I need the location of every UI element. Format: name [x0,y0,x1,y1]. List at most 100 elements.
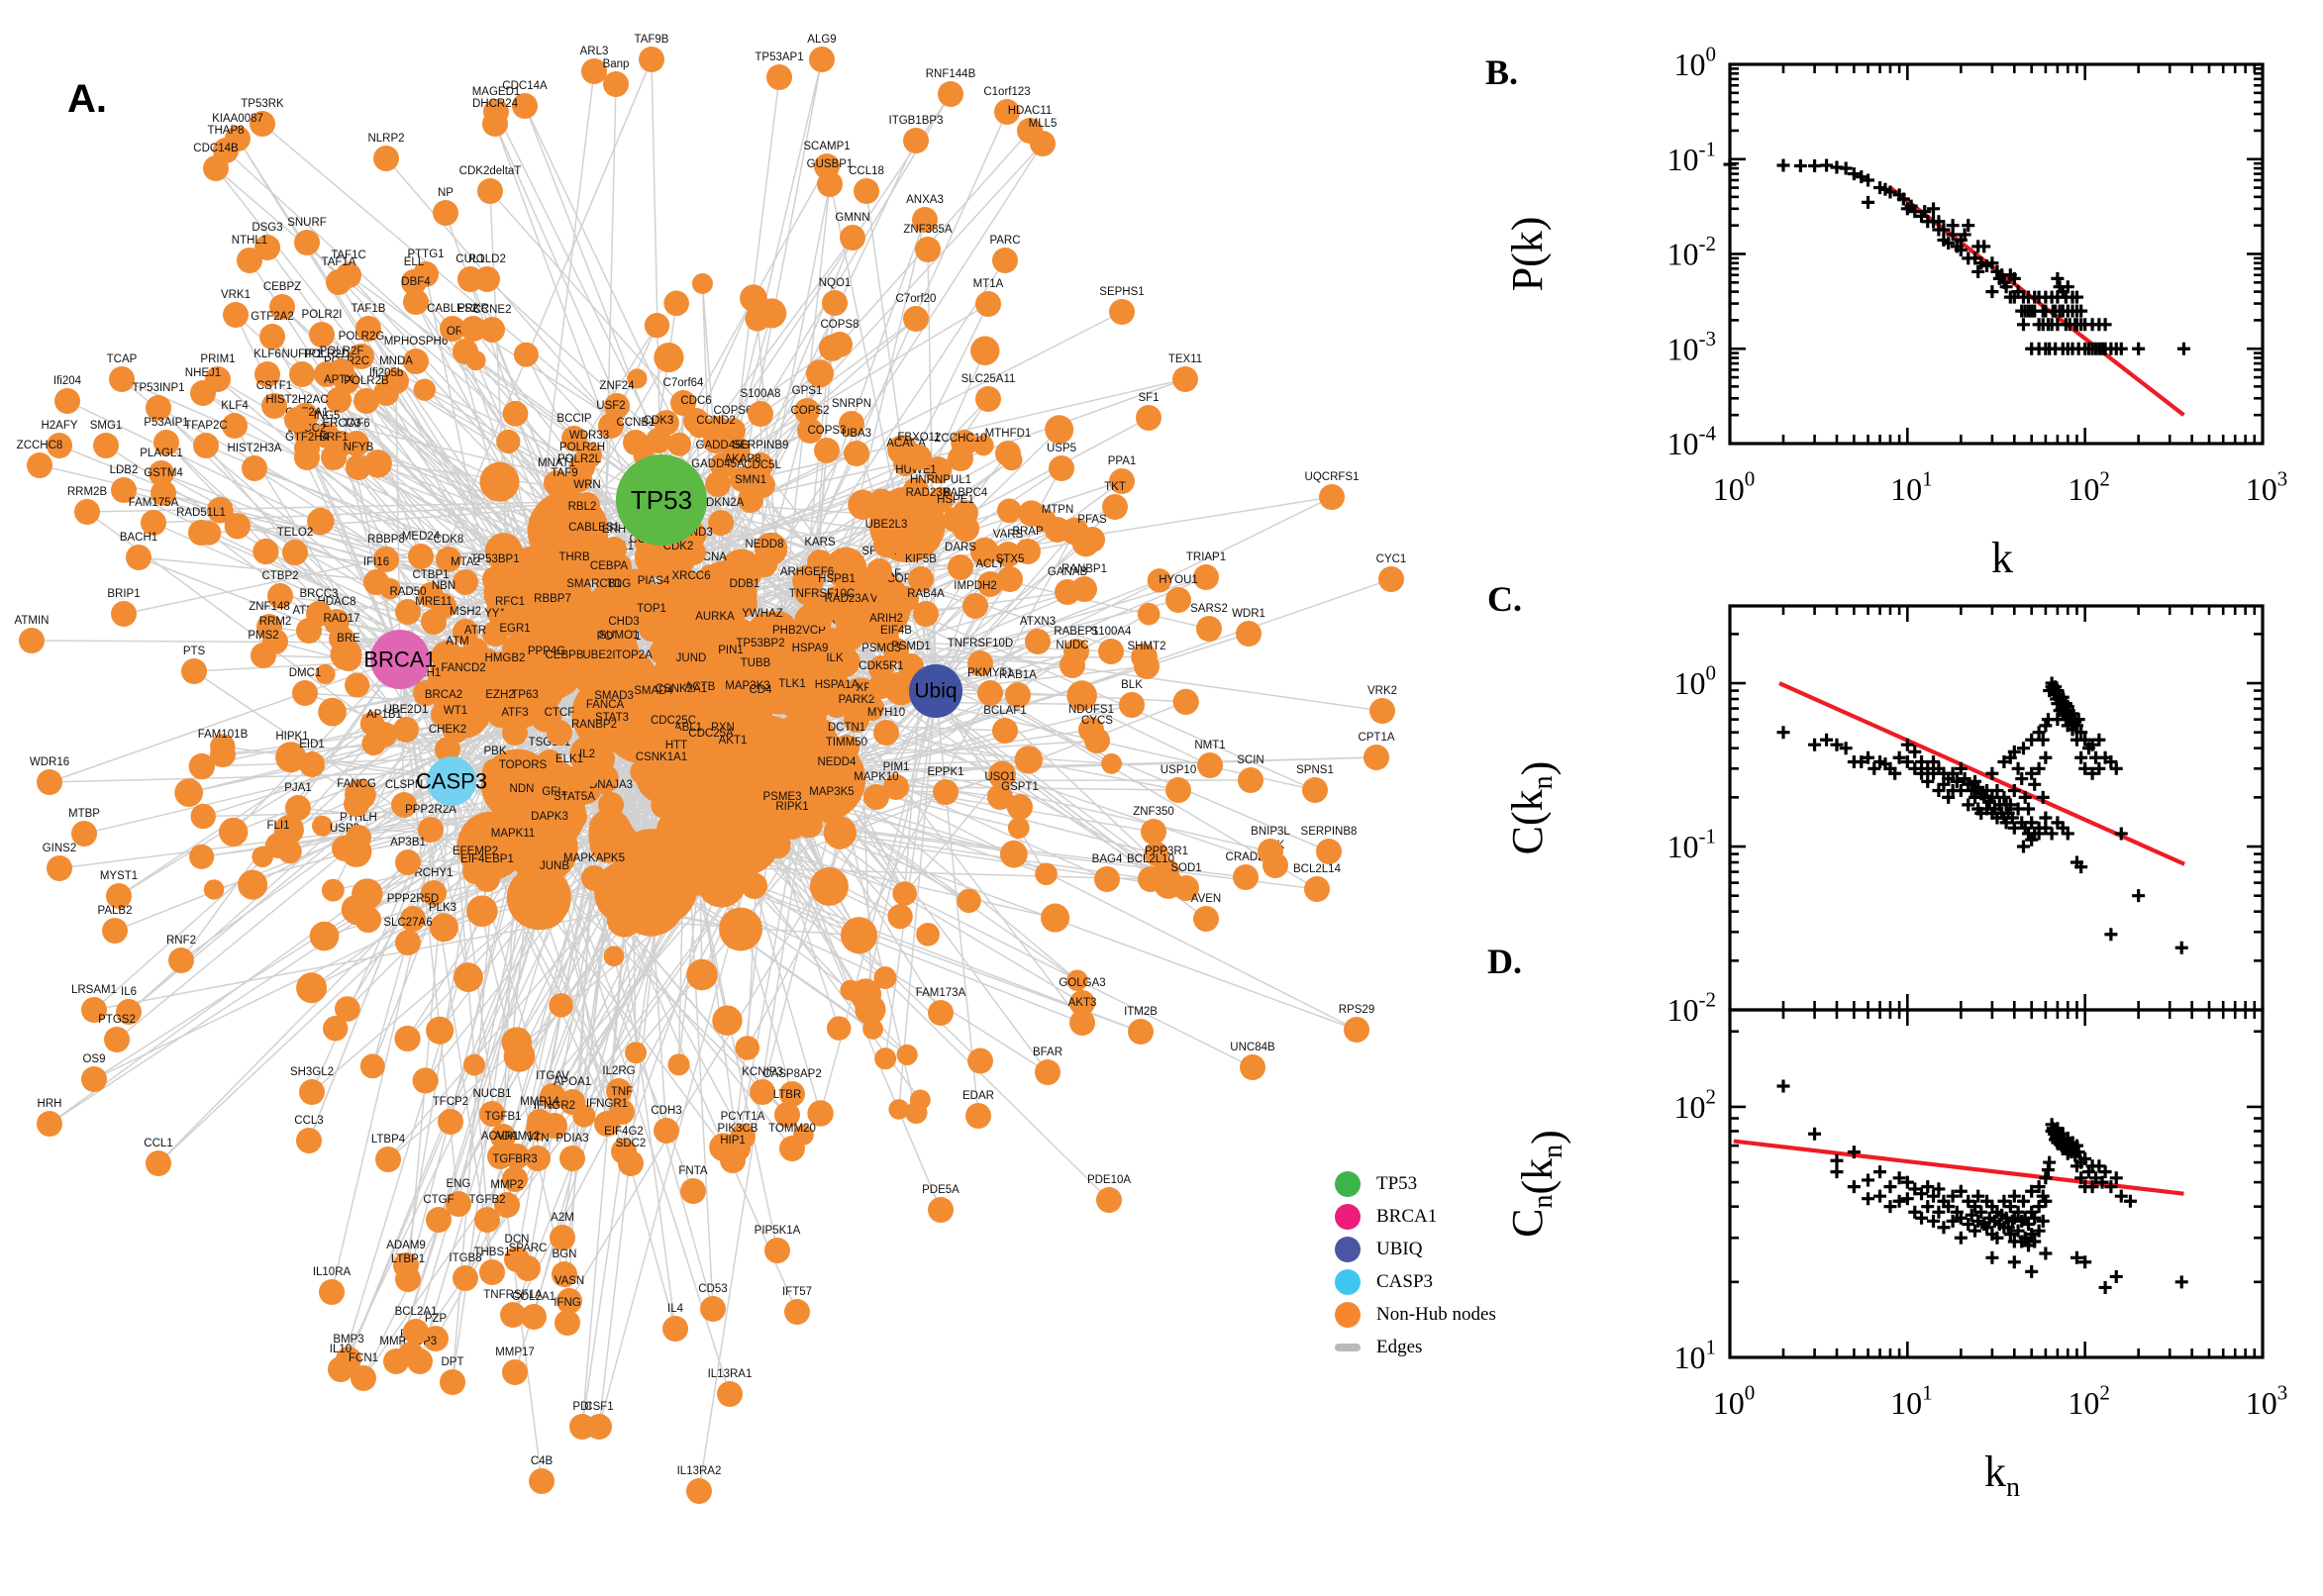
non-hub-node [401,269,427,295]
node-label: HSPB1 [818,573,856,585]
non-hub-node [1101,752,1122,774]
node-label: DMC1 [289,667,322,679]
node-label: BRAP [1012,526,1044,538]
node-label: RABEP1 [1054,626,1098,638]
non-hub-node [1136,405,1162,431]
node-label: TAF1C [331,249,366,261]
node-label: DPT [442,1356,464,1368]
node-label: TNFRSF10C [789,588,855,600]
node-label: RAD23B [906,487,951,499]
non-hub-node [794,398,820,424]
non-hub-node [254,361,280,387]
node-label: GPS1 [792,385,823,397]
node-label: NDN [510,783,535,795]
node-label: TUBB [741,657,771,669]
node-label: EID1 [299,739,325,750]
node-label: FANCG [337,778,376,790]
node-label: IL4 [667,1303,684,1315]
non-hub-node [146,1150,171,1176]
non-hub-node [373,547,399,572]
non-hub-node [641,588,666,614]
non-hub-node [903,306,929,332]
non-hub-node [1005,682,1031,708]
non-hub-node [484,533,523,571]
node-label: EDAR [962,1090,994,1102]
non-hub-node [250,111,275,137]
non-hub-node [1196,616,1222,642]
non-hub-node [321,445,347,470]
node-swatch-icon [1335,1171,1361,1197]
node-label: APTX [324,374,354,386]
node-label: MED24 [402,531,441,543]
non-hub-node [1364,745,1389,770]
node-label: IL2 [579,748,595,760]
non-hub-node [928,1000,954,1026]
non-hub-node [412,1067,439,1094]
non-hub-node [321,878,345,902]
node-label: MMP14 [520,1096,559,1108]
node-label: ZCCHC10 [934,433,986,445]
non-hub-node [451,675,476,701]
non-hub-node [502,720,528,746]
node-label: CLSPN [385,779,423,791]
non-hub-node [684,842,722,879]
node-label: ITGB1BP3 [889,115,944,127]
non-hub-node [1079,527,1105,552]
non-hub-node [639,616,664,642]
node-label: TP53INP1 [132,382,184,394]
non-hub-node [19,628,45,653]
node-label: TRIAP1 [1186,551,1226,563]
node-label: GADD45G [696,440,751,451]
node-label: HMGB2 [485,652,526,664]
non-hub-node [259,324,285,349]
node-label: TCAP [107,353,138,365]
non-hub-node [807,549,833,575]
node-label: PKMYT1 [967,667,1013,679]
non-hub-node [712,1005,743,1036]
node-label: SDC2 [616,1138,647,1149]
node-label: APOA1 [554,1076,591,1088]
node-label: PXN [711,722,735,734]
hub-node-casp3 [427,756,476,806]
tick-label: 10-2 [1667,232,1717,271]
non-hub-node [223,302,249,328]
node-label: TP53BP1 [470,553,519,565]
non-hub-node [1069,990,1095,1016]
node-label: TP53RK [241,98,284,110]
non-hub-node [149,460,174,486]
non-hub-node [487,702,513,728]
node-label: ARHGEF6 [780,566,834,578]
node-label: VCP [802,625,826,637]
non-hub-node [296,972,328,1004]
non-hub-node [581,58,607,84]
non-hub-node [403,1319,429,1345]
non-hub-node [824,769,850,795]
non-hub-node [663,290,689,317]
non-hub-node [970,336,1000,365]
node-label: FLI1 [266,820,289,832]
non-hub-node [794,579,820,605]
data-points [1723,157,2190,355]
non-hub-node [819,799,845,825]
node-label: ACVR1 [481,1131,519,1143]
node-label: EIF4EBP1 [460,853,514,865]
node-label: H2AFY [41,420,77,432]
node-label: ATMIN [15,615,50,627]
node-label: ARL3 [580,46,609,57]
non-hub-node [977,680,1003,706]
node-label: VRK2 [1367,685,1397,697]
node-label: IL2RG [602,1065,635,1077]
non-hub-node [371,722,397,748]
node-label: IFNGR2 [534,1100,575,1112]
node-label: CTGF [423,1194,454,1206]
non-hub-node [1240,1054,1265,1080]
node-label: ITM2B [1124,1006,1158,1018]
non-hub-node [866,558,892,584]
node-label: GUSBP1 [807,158,854,170]
non-hub-node [868,606,894,632]
node-label: SERPINB9 [733,440,789,451]
non-hub-node [1165,587,1191,613]
non-hub-node [1137,602,1161,626]
non-hub-node [188,520,214,546]
non-hub-node [817,171,843,197]
